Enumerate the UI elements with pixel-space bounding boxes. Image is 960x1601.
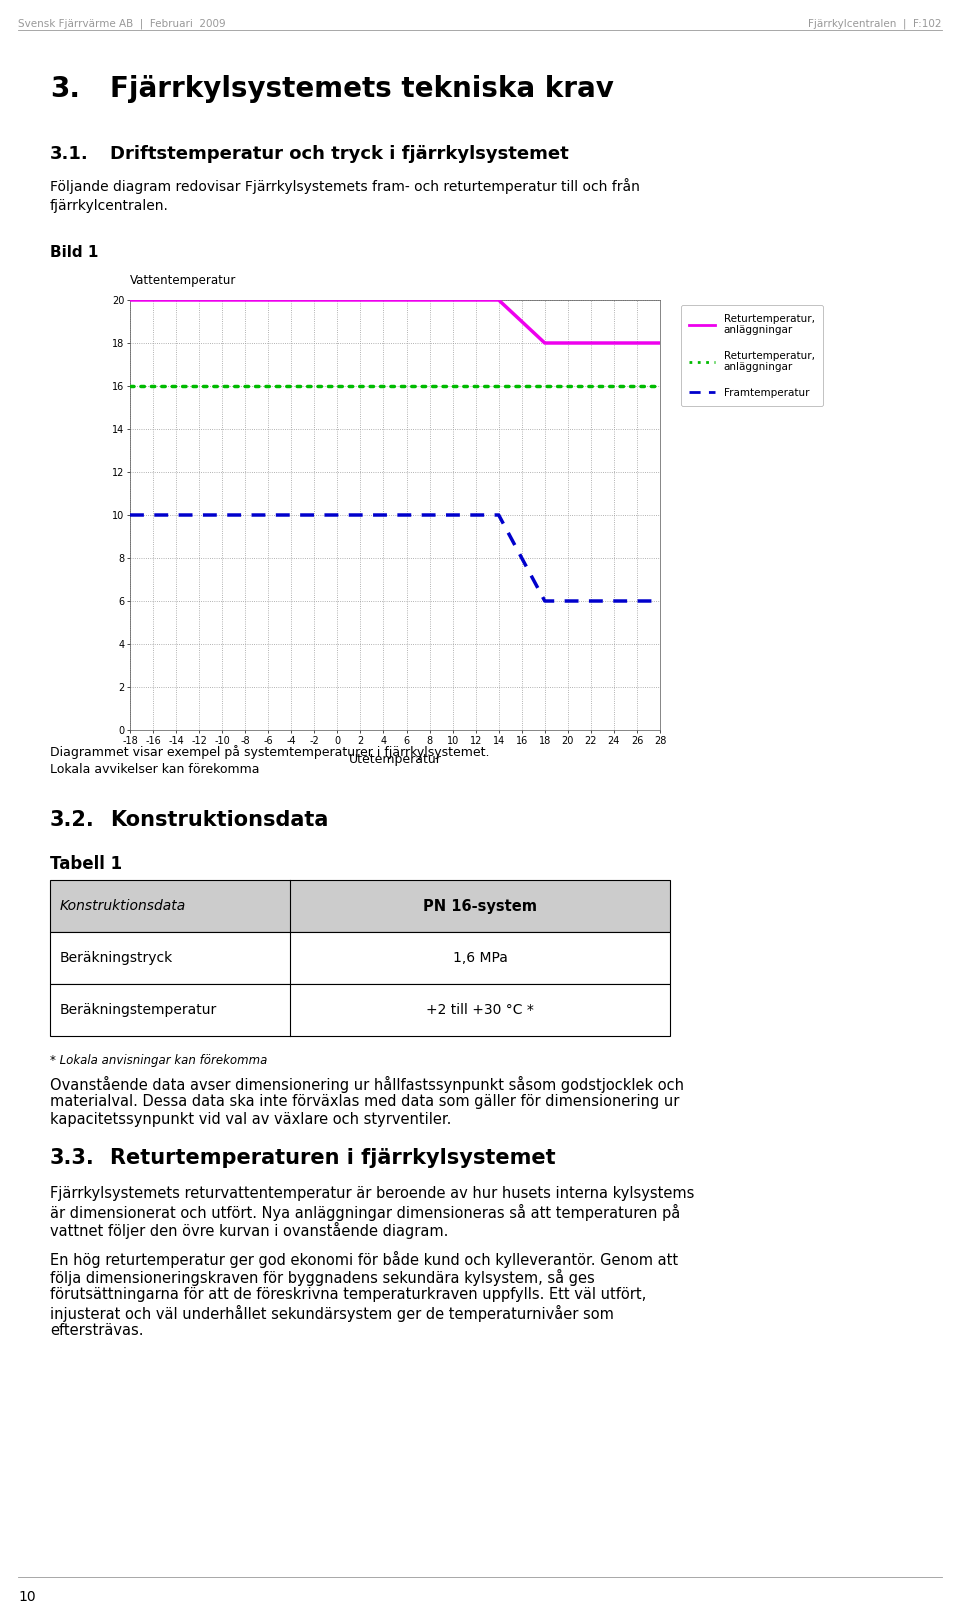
Text: Bild 1: Bild 1 [50,245,98,259]
Text: Fjärrkylsystemets tekniska krav: Fjärrkylsystemets tekniska krav [110,75,613,102]
Text: 1,6 MPa: 1,6 MPa [452,951,508,965]
Text: PN 16-system: PN 16-system [423,898,537,914]
Text: En hög returtemperatur ger god ekonomi för både kund och kylleverantör. Genom at: En hög returtemperatur ger god ekonomi f… [50,1250,678,1268]
Text: +2 till +30 °C *: +2 till +30 °C * [426,1002,534,1017]
Text: 10: 10 [18,1590,36,1601]
Text: 3.2.: 3.2. [50,810,95,829]
Text: Diagrammet visar exempel på systemtemperaturer i fjärrkylsystemet.: Diagrammet visar exempel på systemtemper… [50,744,490,759]
Text: 3.3.: 3.3. [50,1148,95,1169]
Text: Ovanstående data avser dimensionering ur hållfastssynpunkt såsom godstjocklek oc: Ovanstående data avser dimensionering ur… [50,1076,684,1093]
Text: är dimensionerat och utfört. Nya anläggningar dimensioneras så att temperaturen : är dimensionerat och utfört. Nya anläggn… [50,1204,681,1222]
Text: Beräkningstemperatur: Beräkningstemperatur [60,1002,217,1017]
Text: 3.1.: 3.1. [50,146,88,163]
Text: Fjärrkylsystemets returvattentemperatur är beroende av hur husets interna kylsys: Fjärrkylsystemets returvattentemperatur … [50,1186,694,1201]
Text: Konstruktionsdata: Konstruktionsdata [110,810,328,829]
X-axis label: Utetemperatur: Utetemperatur [348,752,442,765]
Text: vattnet följer den övre kurvan i ovanstående diagram.: vattnet följer den övre kurvan i ovanstå… [50,1222,448,1239]
Text: Konstruktionsdata: Konstruktionsdata [60,900,186,913]
Text: Returtemperaturen i fjärrkylsystemet: Returtemperaturen i fjärrkylsystemet [110,1148,556,1169]
Text: Svensk Fjärrvärme AB  |  Februari  2009: Svensk Fjärrvärme AB | Februari 2009 [18,18,226,29]
Legend: Returtemperatur,
anläggningar, Returtemperatur,
anläggningar, Framtemperatur: Returtemperatur, anläggningar, Returtemp… [681,306,823,407]
Text: Fjärrkylcentralen  |  F:102: Fjärrkylcentralen | F:102 [808,18,942,29]
Text: * Lokala anvisningar kan förekomma: * Lokala anvisningar kan förekomma [50,1053,268,1066]
Text: kapacitetssynpunkt vid val av växlare och styrventiler.: kapacitetssynpunkt vid val av växlare oc… [50,1113,451,1127]
Text: Driftstemperatur och tryck i fjärrkylsystemet: Driftstemperatur och tryck i fjärrkylsys… [110,146,568,163]
Text: materialval. Dessa data ska inte förväxlas med data som gäller för dimensionerin: materialval. Dessa data ska inte förväxl… [50,1093,680,1109]
Bar [50,985,670,1036]
Text: injusterat och väl underhållet sekundärsystem ger de temperaturnivåer som: injusterat och väl underhållet sekundärs… [50,1305,613,1322]
Text: Följande diagram redovisar Fjärrkylsystemets fram- och returtemperatur till och : Följande diagram redovisar Fjärrkylsyste… [50,178,640,213]
Bar [50,932,670,985]
Bar [50,881,670,932]
Text: Vattentemperatur: Vattentemperatur [130,274,236,287]
Text: Lokala avvikelser kan förekomma: Lokala avvikelser kan förekomma [50,764,259,776]
Text: Tabell 1: Tabell 1 [50,855,122,873]
Text: eftersträvas.: eftersträvas. [50,1322,143,1338]
Text: förutsättningarna för att de föreskrivna temperaturkraven uppfylls. Ett väl utfö: förutsättningarna för att de föreskrivna… [50,1287,646,1302]
Text: Beräkningstryck: Beräkningstryck [60,951,173,965]
Text: 3.: 3. [50,75,80,102]
Text: följa dimensioneringskraven för byggnadens sekundära kylsystem, så ges: följa dimensioneringskraven för byggnade… [50,1270,595,1286]
